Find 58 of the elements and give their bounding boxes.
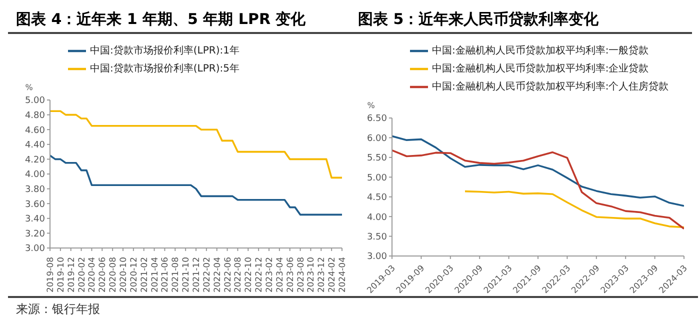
x-tick-label: 2020-02 (77, 257, 88, 293)
y-tick-label: 3.60 (24, 200, 46, 210)
x-tick-label: 2021-02 (140, 257, 150, 293)
x-tick-label: 2022-06 (223, 257, 234, 293)
y-tick-label: 4.40 (24, 140, 46, 151)
x-tick-label: 2024-04 (338, 257, 348, 293)
x-tick-label: 2020-08 (108, 257, 119, 293)
source-note: 来源：银行年报 (16, 302, 100, 316)
y-tick-label: 3.40 (24, 214, 46, 225)
x-tick-label: 2023-06 (286, 257, 296, 293)
y-tick-label: 6.00 (366, 134, 388, 144)
y-tick-label: 5.00 (366, 173, 388, 184)
y-tick-label: 5.00 (24, 96, 46, 106)
legend-label: 中国:贷款市场报价利率(LPR):1年 (90, 46, 240, 57)
x-tick-label: 2023-08 (296, 257, 306, 293)
x-tick-label: 2020-12 (129, 257, 140, 293)
x-tick-label: 2021-10 (182, 257, 192, 293)
x-tick-label: 2023-10 (306, 257, 317, 293)
x-tick-label: 2022-12 (254, 257, 265, 293)
x-tick-label: 2021-12 (192, 257, 202, 293)
x-tick-label: 2024-02 (328, 257, 338, 293)
y-tick-label: 4.00 (366, 212, 388, 223)
chart-title: 图表 5：近年来人民币贷款利率变化 (350, 8, 692, 34)
y-tick-label: 5.50 (366, 154, 388, 164)
y-tick-label: 3.00 (24, 244, 46, 254)
x-tick-label: 2020-10 (118, 257, 129, 293)
y-tick-label: 4.00 (24, 170, 46, 180)
x-tick-label: 2022-10 (244, 257, 254, 293)
legend-label: 中国:贷款市场报价利率(LPR):5年 (90, 64, 240, 75)
y-tick-label: 3.50 (366, 232, 388, 242)
x-tick-label: 2019-12 (66, 257, 77, 293)
y-tick-label: 3.00 (366, 252, 388, 262)
y-tick-label: 4.60 (24, 126, 46, 136)
y-tick-label: 6.50 (366, 114, 388, 124)
x-tick-label: 2019-10 (56, 257, 66, 293)
legend-label: 中国:金融机构人民币贷款加权平均利率:一般贷款 (432, 46, 649, 57)
x-tick-label: 2023-12 (317, 257, 328, 293)
y-axis-title: % (367, 101, 376, 110)
y-axis-title: % (25, 83, 34, 92)
x-tick-label: 2022-04 (212, 257, 223, 293)
x-tick-label: 2022-08 (234, 257, 244, 293)
legend-label: 中国:金融机构人民币贷款加权平均利率:个人住房贷款 (432, 82, 669, 93)
x-tick-label: 2021-06 (160, 257, 171, 293)
x-tick-label: 2021-08 (171, 257, 182, 293)
x-tick-label: 2019-08 (46, 257, 56, 293)
y-tick-label: 4.80 (24, 110, 46, 121)
y-tick-label: 4.20 (24, 155, 46, 166)
x-tick-label: 2020-04 (88, 257, 98, 293)
legend-label: 中国:金融机构人民币贷款加权平均利率:企业贷款 (432, 64, 649, 75)
chart-title: 图表 4：近年来 1 年期、5 年期 LPR 变化 (8, 8, 350, 34)
x-tick-label: 2023-04 (275, 257, 286, 293)
y-tick-label: 4.50 (366, 193, 388, 204)
x-tick-label: 2023-02 (264, 257, 275, 293)
y-tick-label: 3.80 (24, 184, 46, 195)
x-tick-label: 2021-04 (150, 257, 160, 293)
x-tick-label: 2020-06 (98, 257, 108, 293)
x-tick-label: 2022-02 (202, 257, 212, 293)
y-tick-label: 3.20 (24, 229, 46, 240)
